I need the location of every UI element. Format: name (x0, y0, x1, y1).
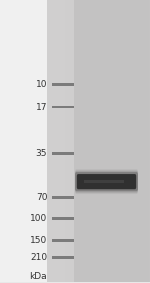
Bar (119, 0, 121, 282)
Text: 10: 10 (36, 80, 47, 89)
Bar (111, 0, 114, 282)
Bar (98, 0, 101, 282)
Bar (93, 0, 96, 282)
Bar (68, 0, 70, 282)
Text: kDa: kDa (30, 272, 47, 281)
Bar (142, 0, 144, 282)
Bar (55, 0, 57, 282)
Bar (108, 0, 111, 282)
Bar (144, 0, 147, 282)
Bar (78, 0, 80, 282)
Bar (74, 0, 150, 282)
Bar (131, 0, 134, 282)
Bar (57, 0, 60, 282)
Bar (52, 196, 74, 199)
Bar (91, 0, 93, 282)
Bar (52, 83, 74, 86)
Bar (121, 0, 124, 282)
FancyBboxPatch shape (75, 172, 138, 191)
Bar (124, 0, 126, 282)
Bar (96, 0, 98, 282)
FancyBboxPatch shape (77, 174, 136, 189)
FancyBboxPatch shape (75, 169, 138, 194)
Bar (0, 0, 47, 282)
Bar (88, 0, 91, 282)
Bar (50, 0, 52, 282)
Bar (106, 0, 108, 282)
Bar (84, 180, 124, 183)
Bar (147, 0, 149, 282)
Bar (116, 0, 119, 282)
Text: 100: 100 (30, 214, 47, 223)
Text: 70: 70 (36, 193, 47, 202)
Bar (52, 239, 74, 242)
Bar (52, 217, 74, 220)
Bar (47, 0, 74, 282)
Bar (83, 0, 85, 282)
Bar (70, 0, 73, 282)
Bar (47, 0, 50, 282)
Text: 150: 150 (30, 236, 47, 245)
Bar (63, 0, 65, 282)
Bar (136, 0, 139, 282)
Bar (52, 0, 55, 282)
Bar (85, 0, 88, 282)
Bar (101, 0, 103, 282)
Text: 35: 35 (36, 149, 47, 158)
Bar (52, 152, 74, 155)
Bar (52, 106, 74, 108)
Text: 17: 17 (36, 102, 47, 112)
FancyBboxPatch shape (75, 171, 138, 193)
Bar (75, 0, 78, 282)
Bar (73, 0, 75, 282)
Bar (103, 0, 106, 282)
Bar (129, 0, 131, 282)
Bar (80, 0, 83, 282)
Bar (139, 0, 142, 282)
Bar (52, 256, 74, 259)
Bar (114, 0, 116, 282)
Bar (60, 0, 63, 282)
Bar (126, 0, 129, 282)
Bar (65, 0, 68, 282)
Bar (134, 0, 136, 282)
Text: 210: 210 (30, 253, 47, 262)
